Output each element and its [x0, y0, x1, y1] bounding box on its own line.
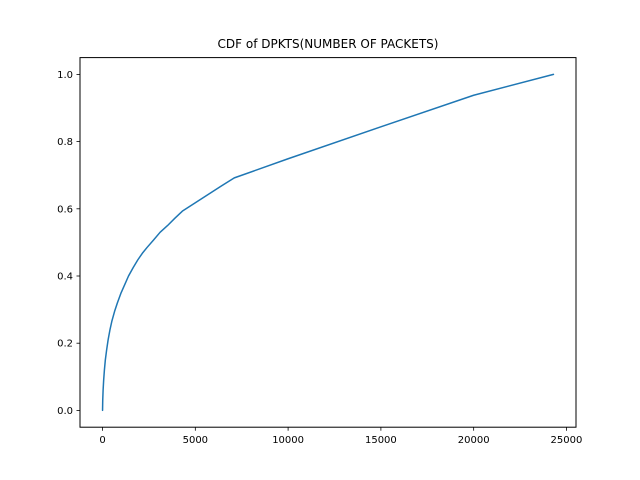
plot-area	[101, 73, 555, 412]
x-axis: 0 5000 10000 15000 20000 25000	[99, 427, 582, 446]
y-tick-label: 0.2	[57, 339, 73, 350]
x-tick-label: 0	[99, 435, 105, 446]
x-tick-label: 15000	[365, 435, 397, 446]
y-tick-label: 1.0	[57, 70, 73, 81]
y-tick-label: 0.4	[57, 272, 73, 283]
chart-title: CDF of DPKTS(NUMBER OF PACKETS)	[218, 37, 439, 51]
series-line-0	[101, 73, 555, 412]
y-axis: 0.0 0.2 0.4 0.6 0.8 1.0	[57, 70, 80, 417]
axes-frame	[79, 57, 577, 428]
x-tick-label: 10000	[272, 435, 304, 446]
y-tick-label: 0.0	[57, 406, 73, 417]
x-tick-label: 25000	[551, 435, 583, 446]
x-tick-label: 20000	[458, 435, 490, 446]
x-tick-label: 5000	[183, 435, 208, 446]
y-tick-label: 0.6	[57, 204, 73, 215]
y-tick-label: 0.8	[57, 137, 73, 148]
